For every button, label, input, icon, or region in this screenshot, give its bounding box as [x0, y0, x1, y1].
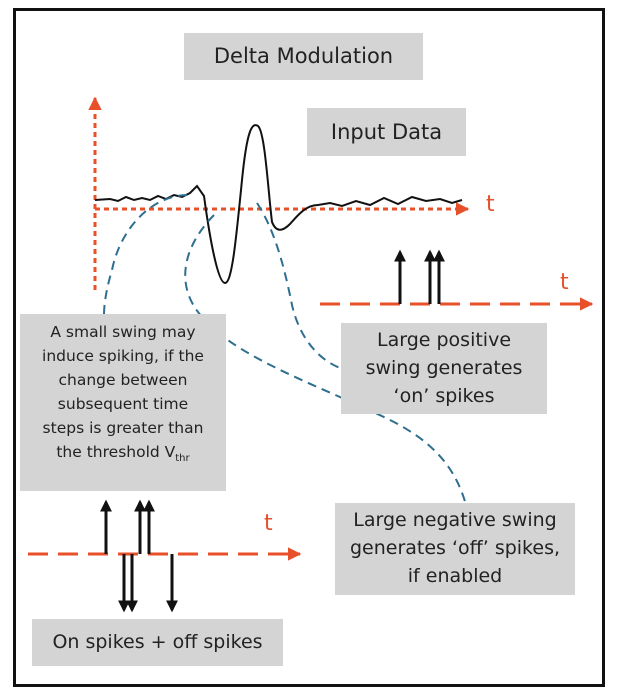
negative-swing-note: Large negative swing generates ‘off’ spi…: [335, 503, 575, 595]
small-note-line: induce spiking, if the: [42, 347, 204, 365]
connector-positive-swing: [256, 202, 341, 369]
small-note-line: subsequent time: [57, 395, 189, 413]
title: Delta Modulation: [184, 33, 423, 80]
small-note-line: steps is greater than: [42, 419, 204, 437]
input-signal-curve: [94, 124, 463, 285]
small-note-line: A small swing may: [50, 323, 196, 341]
negative-note-line: if enabled: [407, 565, 503, 587]
negative-note-line: generates ‘off’ spikes,: [349, 537, 561, 559]
small-note-threshold-line: the threshold Vthr: [20, 440, 226, 471]
positive-note-line: swing generates: [365, 357, 523, 379]
small-note-line: the threshold V: [56, 443, 176, 461]
input-t-label: t: [486, 192, 495, 217]
on-off-spikes-t-label: t: [264, 511, 273, 536]
spikes-label: On spikes + off spikes: [32, 619, 283, 666]
positive-note-line: ‘on’ spikes: [393, 385, 495, 407]
threshold-subscript: thr: [175, 453, 190, 464]
connector-small-swing: [103, 194, 188, 316]
positive-note-line: Large positive: [376, 329, 512, 351]
connector-negative-swing: [184, 214, 467, 506]
negative-note-line: Large negative swing: [353, 509, 557, 531]
input-data-label: Input Data: [307, 108, 466, 156]
small-swing-note: A small swing may induce spiking, if the…: [20, 314, 226, 491]
positive-swing-note: Large positive swing generates ‘on’ spik…: [341, 323, 547, 414]
on-spikes-t-label: t: [560, 270, 569, 295]
small-note-line: change between: [58, 371, 188, 389]
